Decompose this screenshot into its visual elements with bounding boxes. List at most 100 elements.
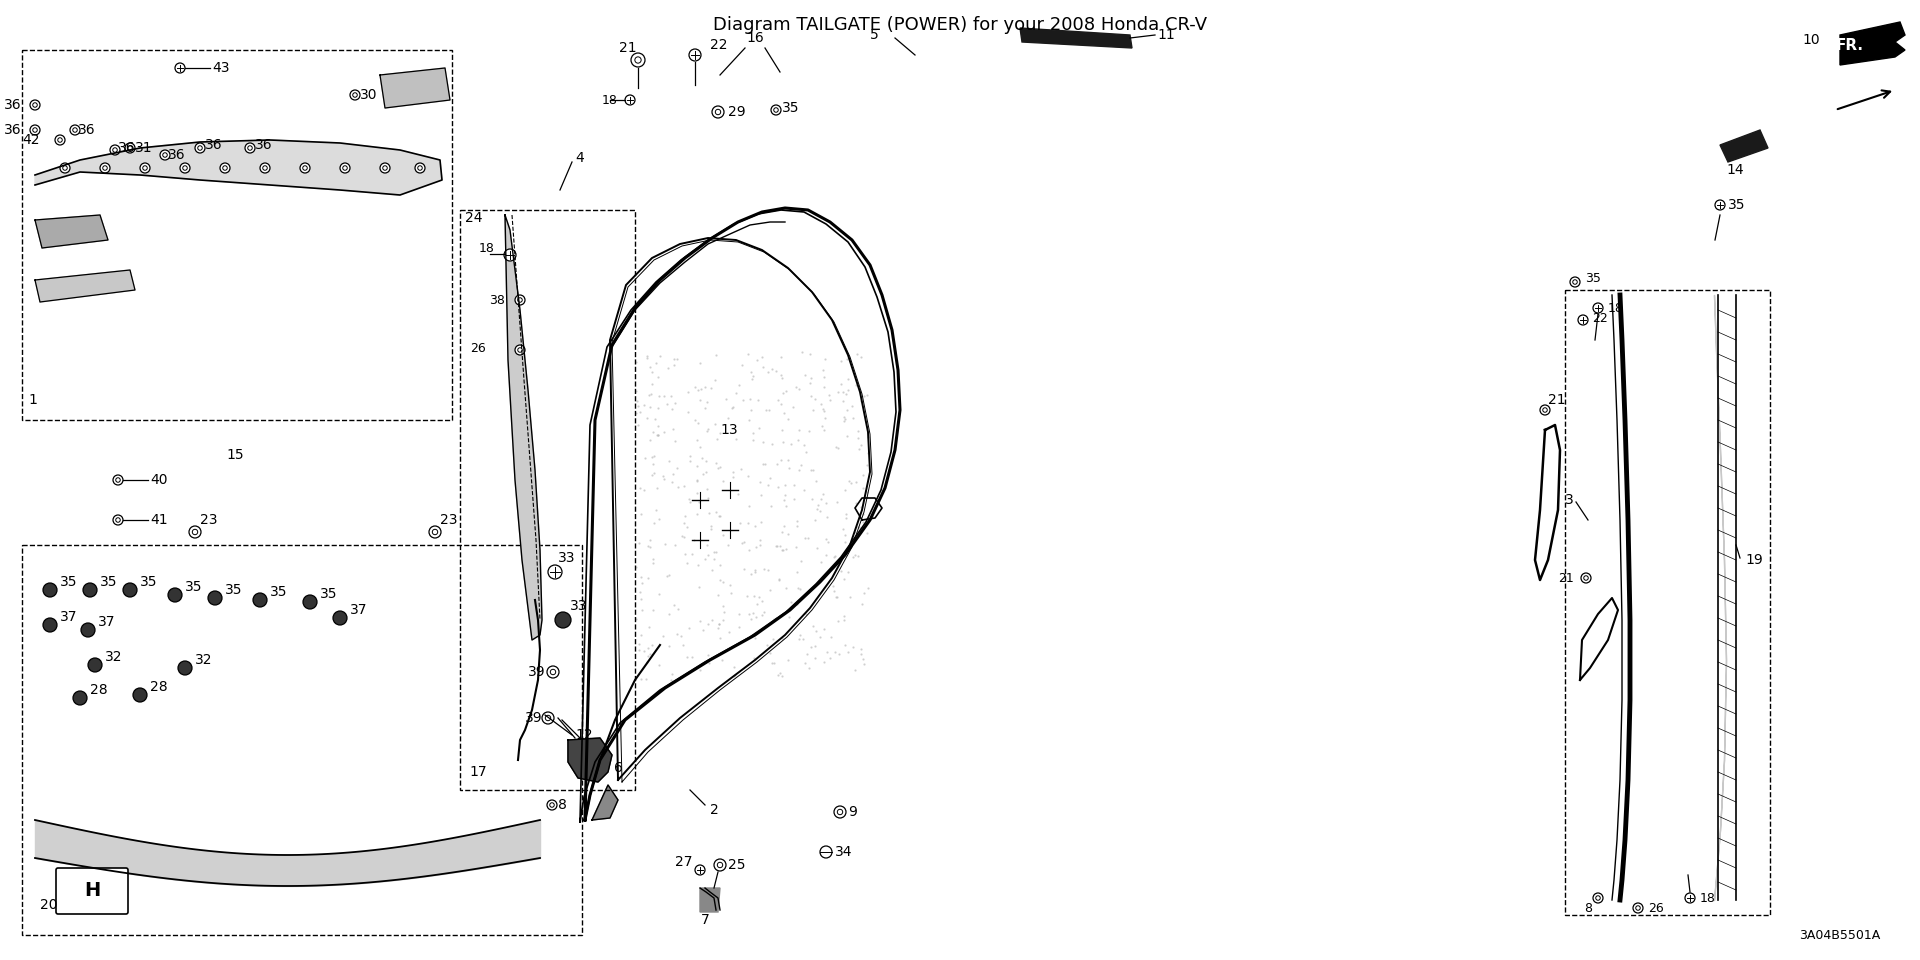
Circle shape	[689, 49, 701, 61]
Text: 26: 26	[1647, 901, 1665, 915]
Point	[803, 501, 833, 516]
Text: 7: 7	[701, 913, 708, 927]
Point	[657, 401, 687, 417]
Point	[662, 351, 693, 367]
Point	[653, 568, 684, 584]
Point	[828, 394, 858, 409]
Point	[691, 423, 722, 439]
Circle shape	[42, 583, 58, 597]
Point	[685, 662, 716, 678]
Text: 18: 18	[1699, 892, 1716, 904]
Point	[660, 537, 691, 552]
Text: 37: 37	[60, 610, 77, 624]
Point	[620, 560, 651, 575]
Point	[829, 609, 860, 624]
Point	[849, 389, 879, 404]
Circle shape	[88, 658, 102, 672]
Point	[829, 636, 860, 652]
Text: 9: 9	[849, 805, 856, 819]
Point	[774, 452, 804, 468]
Point	[793, 660, 824, 676]
Text: 22: 22	[710, 38, 728, 52]
Point	[843, 423, 874, 439]
Point	[653, 606, 684, 621]
Circle shape	[159, 150, 171, 160]
Point	[662, 479, 693, 494]
Point	[641, 502, 672, 517]
Text: 34: 34	[835, 845, 852, 859]
Point	[703, 508, 733, 523]
Text: FR.: FR.	[1836, 37, 1864, 53]
Point	[764, 539, 795, 554]
Point	[682, 558, 712, 573]
Circle shape	[547, 565, 563, 579]
Point	[843, 431, 874, 446]
Point	[806, 554, 837, 569]
Point	[733, 515, 764, 530]
Circle shape	[169, 588, 182, 602]
Point	[820, 548, 851, 564]
Point	[751, 637, 781, 653]
Point	[818, 584, 849, 599]
Point	[851, 457, 881, 472]
Point	[828, 385, 858, 400]
Point	[724, 606, 755, 621]
Point	[745, 533, 776, 548]
Point	[689, 380, 720, 396]
Text: 10: 10	[1803, 33, 1820, 47]
Point	[822, 613, 852, 629]
Text: 35: 35	[781, 101, 799, 115]
Point	[764, 665, 795, 681]
Point	[818, 579, 849, 594]
Point	[655, 672, 685, 687]
Circle shape	[73, 691, 86, 705]
Circle shape	[1634, 903, 1644, 913]
Point	[841, 377, 872, 393]
Text: H: H	[84, 881, 100, 900]
Circle shape	[180, 163, 190, 173]
Point	[749, 435, 780, 450]
Point	[789, 656, 820, 671]
Point	[737, 606, 768, 621]
Point	[634, 533, 664, 548]
Point	[691, 453, 722, 468]
Point	[837, 398, 868, 414]
Point	[653, 567, 684, 583]
Point	[747, 359, 778, 374]
Point	[705, 558, 735, 573]
Text: 39: 39	[524, 711, 543, 725]
Text: 43: 43	[211, 61, 230, 75]
Circle shape	[820, 846, 831, 858]
Point	[708, 598, 739, 613]
Text: 6: 6	[614, 761, 622, 775]
Text: 11: 11	[1158, 28, 1175, 42]
Point	[666, 628, 697, 643]
Point	[808, 379, 839, 395]
Point	[764, 571, 795, 587]
Point	[804, 396, 835, 412]
Point	[799, 638, 829, 654]
Point	[657, 467, 687, 482]
Point	[847, 521, 877, 537]
Point	[685, 392, 716, 407]
Circle shape	[125, 143, 134, 153]
Text: 29: 29	[728, 105, 745, 119]
Point	[645, 348, 676, 364]
Text: 22: 22	[1592, 311, 1607, 324]
Point	[680, 413, 710, 428]
Point	[812, 509, 843, 524]
Point	[724, 516, 755, 531]
Polygon shape	[591, 785, 618, 820]
Point	[760, 611, 791, 626]
Point	[785, 344, 816, 359]
Text: 35: 35	[1586, 272, 1601, 284]
Point	[624, 404, 655, 420]
Point	[768, 434, 799, 449]
Point	[824, 646, 854, 661]
Point	[641, 356, 672, 372]
Circle shape	[221, 163, 230, 173]
Point	[831, 351, 862, 367]
Polygon shape	[380, 68, 449, 108]
Point	[632, 648, 662, 663]
Point	[637, 364, 668, 379]
